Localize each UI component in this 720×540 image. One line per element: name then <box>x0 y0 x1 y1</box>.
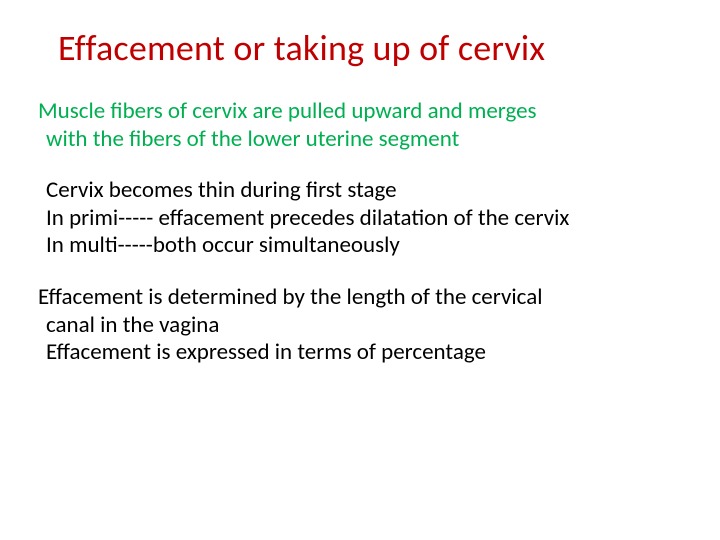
para2-line1: Cervix becomes thin during first stage <box>46 177 682 205</box>
para3-line2: canal in the vagina <box>46 312 682 340</box>
paragraph-1: Muscle fibers of cervix are pulled upwar… <box>38 98 682 153</box>
para3-line3: Effacement is expressed in terms of perc… <box>46 339 682 367</box>
para1-line1: Muscle fibers of cervix are pulled upwar… <box>38 98 682 126</box>
para1-line2: with the fibers of the lower uterine seg… <box>46 126 682 154</box>
paragraph-2: Cervix becomes thin during first stage I… <box>38 177 682 260</box>
para3-line1: Effacement is determined by the length o… <box>38 284 682 312</box>
para2-line3: In multi-----both occur simultaneously <box>46 232 682 260</box>
paragraph-3: Effacement is determined by the length o… <box>38 284 682 367</box>
slide-title: Effacement or taking up of cervix <box>58 26 682 70</box>
para2-line2: In primi----- effacement precedes dilata… <box>46 205 682 233</box>
